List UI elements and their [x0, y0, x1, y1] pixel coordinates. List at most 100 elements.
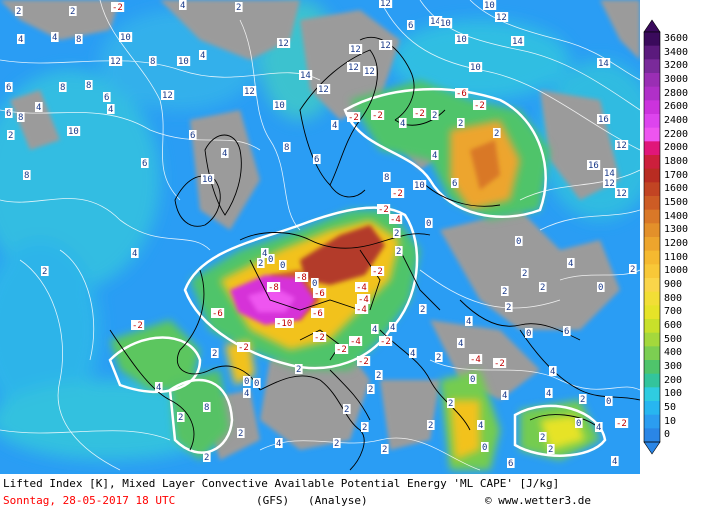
lifted-index-label-bg	[361, 422, 369, 432]
lifted-index-label: 2	[258, 259, 263, 269]
legend-level-label: 300	[664, 360, 683, 372]
lifted-index-label: 4	[478, 421, 483, 431]
lifted-index-label: 4	[466, 317, 471, 327]
legend-level-label: 1400	[664, 210, 689, 222]
lifted-index-label-bg	[349, 336, 363, 346]
lifted-index-label: 8	[284, 143, 289, 153]
legend-level-label: 3400	[664, 46, 689, 58]
lifted-index-label: 6	[452, 179, 457, 189]
lifted-index-label-bg	[501, 286, 509, 296]
lifted-index-label-bg	[477, 420, 485, 430]
legend-level-label: 50	[664, 401, 677, 413]
lifted-index-label-bg	[17, 112, 25, 122]
lifted-index-label-bg	[419, 304, 427, 314]
legend-level-label: 100	[664, 388, 683, 400]
lifted-index-label: 8	[18, 113, 23, 123]
legend-level-label: 400	[664, 347, 683, 359]
lifted-index-label: 2	[70, 7, 75, 17]
legend-swatch	[644, 237, 660, 252]
lifted-index-label: 2	[394, 229, 399, 239]
lifted-index-label-bg	[481, 442, 489, 452]
lifted-index-label-bg	[235, 2, 243, 12]
lifted-index-label-bg	[427, 420, 435, 430]
lifted-index-label: 12	[348, 63, 359, 73]
lifted-index-label-bg	[333, 438, 341, 448]
lifted-index-label-bg	[5, 108, 13, 118]
lifted-index-label: 4	[502, 391, 507, 401]
lifted-index-label: -4	[350, 337, 361, 347]
legend-swatch	[644, 264, 660, 279]
lifted-index-label: 2	[296, 365, 301, 375]
lifted-index-label-bg	[371, 266, 385, 276]
legend-level-label: 1700	[664, 169, 689, 181]
lifted-index-label: 0	[482, 443, 487, 453]
lifted-index-label: -2	[392, 189, 403, 199]
lifted-index-label-bg	[469, 62, 483, 72]
lifted-index-label: -2	[616, 419, 627, 429]
lifted-index-label: 2	[506, 303, 511, 313]
lifted-index-label-bg	[539, 282, 547, 292]
lifted-index-label: 10	[274, 101, 285, 111]
lifted-index-label: 8	[60, 83, 65, 93]
lifted-index-label: -4	[356, 305, 367, 315]
lifted-index-label-bg	[379, 0, 393, 8]
lifted-index-label-bg	[495, 12, 509, 22]
lifted-index-label: 8	[86, 81, 91, 91]
legend-swatch	[644, 59, 660, 74]
legend-swatch	[644, 414, 660, 429]
lifted-index-label: 12	[604, 179, 615, 189]
lifted-index-label: 6	[6, 109, 11, 119]
legend-level-label: 2200	[664, 128, 689, 140]
lifted-index-label-bg	[355, 304, 369, 314]
lifted-index-label-bg	[279, 260, 287, 270]
lifted-index-label-bg	[395, 246, 403, 256]
lifted-index-label: 0	[426, 219, 431, 229]
lifted-index-label-bg	[383, 172, 391, 182]
lifted-index-label: 4	[244, 389, 249, 399]
lifted-index-label: 0	[526, 329, 531, 339]
legend-swatch	[644, 168, 660, 183]
lifted-index-label-bg	[267, 282, 281, 292]
footer: Lifted Index [K], Mixed Layer Convective…	[0, 474, 704, 513]
lifted-index-label: 10	[178, 57, 189, 67]
lifted-index-label-bg	[575, 418, 583, 428]
lifted-index-label-bg	[161, 90, 175, 100]
lifted-index-label-bg	[407, 20, 415, 30]
lifted-index-label: 8	[150, 57, 155, 67]
lifted-index-label: 14	[430, 17, 441, 27]
lifted-index-label: -8	[268, 283, 279, 293]
lifted-index-label-bg	[515, 236, 523, 246]
legend-level-label: 1200	[664, 237, 689, 249]
lifted-index-label: 12	[364, 67, 375, 77]
lifted-index-label: 4	[458, 339, 463, 349]
legend-swatch	[644, 291, 660, 306]
lifted-index-label-bg	[435, 352, 443, 362]
lifted-index-label: 6	[142, 159, 147, 169]
lifted-index-label-bg	[547, 444, 555, 454]
lifted-index-label-bg	[455, 34, 469, 44]
lifted-index-label-bg	[381, 444, 389, 454]
lifted-index-label: 0	[576, 419, 581, 429]
lifted-index-label: 12	[496, 13, 507, 23]
lifted-index-label-bg	[507, 458, 515, 468]
cape-extreme-field	[230, 275, 315, 325]
lifted-index-zero-contour	[108, 87, 607, 457]
map-canvas: 4864244810128106488106681246264124210412…	[0, 0, 640, 471]
lifted-index-label: -4	[470, 355, 481, 365]
lifted-index-label-bg	[505, 302, 513, 312]
lifted-index-label-bg	[579, 394, 587, 404]
lifted-index-label-bg	[131, 320, 145, 330]
lifted-index-label: 2	[212, 349, 217, 359]
lifted-index-label: 4	[132, 249, 137, 259]
lifted-index-label: 2	[376, 371, 381, 381]
legend-level-label: 3600	[664, 32, 689, 44]
weather-map: 4864244810128106488106681246264124210412…	[0, 0, 640, 474]
lifted-index-label-bg	[429, 16, 443, 26]
legend-level-label: 1300	[664, 224, 689, 236]
lifted-index-label: 6	[508, 459, 513, 469]
lifted-index-label: -4	[390, 215, 401, 225]
lifted-index-label-bg	[243, 388, 251, 398]
legend-level-label: 3200	[664, 60, 689, 72]
lifted-index-label-bg	[389, 214, 403, 224]
lifted-index-label-bg	[221, 148, 229, 158]
